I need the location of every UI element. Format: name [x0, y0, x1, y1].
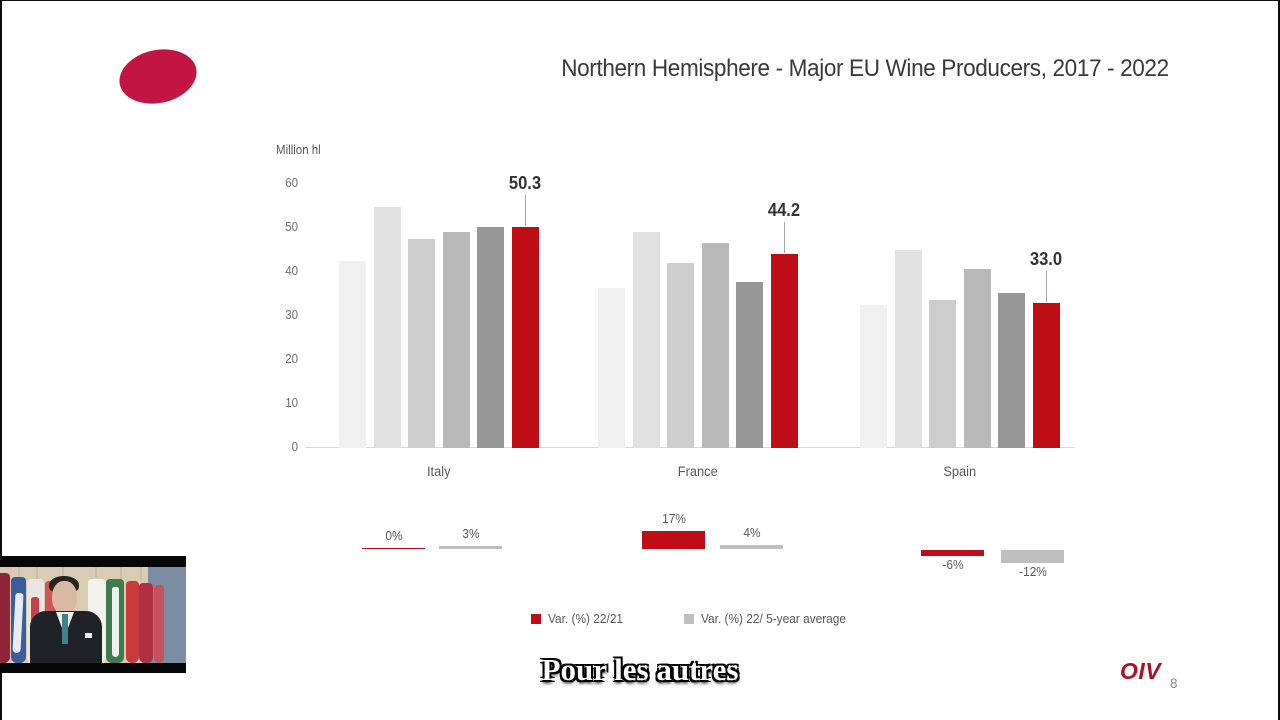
bar-italy-2021 [477, 227, 504, 448]
speaker-video-frame [0, 567, 186, 663]
bar-spain-2017 [860, 305, 887, 448]
y-tick-60: 60 [285, 175, 298, 190]
flag-icon [126, 581, 139, 663]
chart-title: Northern Hemisphere - Major EU Wine Prod… [561, 55, 1169, 82]
variation-label-spain-5yr: -12% [1018, 564, 1047, 579]
legend-item-var-22-21: Var. (%) 22/21 [531, 612, 627, 626]
speaker-video [0, 556, 186, 673]
page-number: 8 [1170, 676, 1178, 691]
category-label-italy: Italy [426, 464, 451, 479]
category-label-france: France [677, 464, 718, 479]
y-tick-0: 0 [291, 439, 298, 454]
bar-spain-2020 [963, 268, 991, 448]
variation-bar-spain-5yr [1001, 550, 1064, 563]
leader-line-italy [524, 194, 526, 226]
y-tick-10: 10 [285, 395, 298, 410]
legend-label: Var. (%) 22/21 [548, 612, 624, 626]
legend-label: Var. (%) 22/ 5-year average [700, 612, 846, 626]
bar-france-2022 [770, 253, 798, 448]
y-tick-50: 50 [285, 219, 298, 234]
frame-edge-left [0, 0, 2, 720]
bar-france-2021 [736, 281, 763, 448]
flag-pole [18, 567, 20, 581]
flag-icon [154, 585, 164, 663]
pocket-square [85, 633, 92, 638]
chart-legend: Var. (%) 22/21 Var. (%) 22/ 5-year avera… [531, 612, 854, 626]
flag-pole [36, 567, 38, 579]
flag-stripe [112, 587, 119, 657]
variation-label-spain-22-21: -6% [941, 558, 964, 573]
bar-italy-2020 [442, 231, 470, 448]
leader-line-france [783, 221, 785, 253]
video-subtitle: Pour les autres [541, 652, 739, 687]
variation-label-italy-5yr: 3% [461, 526, 480, 541]
flag-pole [62, 567, 64, 577]
bar-italy-2017 [339, 261, 366, 448]
y-tick-40: 40 [285, 263, 298, 278]
bar-italy-2022 [511, 226, 539, 448]
bar-spain-2019 [929, 299, 956, 448]
value-label-france: 44.2 [767, 199, 801, 220]
legend-swatch-red-icon [531, 614, 541, 624]
value-label-italy: 50.3 [508, 172, 542, 193]
frame-edge-right [1278, 0, 1280, 720]
speaker-tie [62, 614, 68, 644]
y-tick-30: 30 [285, 307, 298, 322]
bar-spain-2021 [998, 292, 1025, 448]
bar-france-2017 [598, 287, 625, 448]
legend-swatch-gray-icon [683, 614, 694, 624]
variation-bar-spain-22-21 [921, 550, 984, 557]
legend-item-var-5yr: Var. (%) 22/ 5-year average [683, 612, 854, 626]
y-axis-unit-label: Million hl [276, 143, 321, 157]
category-label-spain: Spain [943, 464, 977, 479]
bar-france-2018 [632, 231, 660, 448]
frame-edge-top [0, 0, 1280, 1]
y-tick-20: 20 [285, 351, 298, 366]
bar-italy-2018 [373, 206, 401, 448]
bar-france-2020 [701, 242, 729, 448]
variation-bar-france-5yr [720, 544, 783, 549]
variation-label-italy-22-21: 0% [384, 528, 403, 543]
flag-pole [140, 567, 142, 581]
speaker-face [52, 581, 77, 614]
variation-label-france-5yr: 4% [742, 525, 761, 540]
flag-pole [95, 567, 97, 577]
variation-label-france-22-21: 17% [661, 512, 686, 527]
bar-spain-2018 [894, 250, 922, 448]
bar-italy-2019 [408, 239, 435, 448]
value-label-spain: 33.0 [1029, 248, 1063, 269]
oiv-logo: OIV [1120, 658, 1162, 684]
flag-icon [0, 573, 10, 663]
variation-bar-italy-5yr [439, 545, 502, 549]
variation-bar-italy-22-21 [362, 547, 425, 549]
variation-bar-france-22-21 [642, 531, 705, 549]
flag-pole [120, 567, 122, 579]
leader-line-spain [1045, 270, 1047, 302]
flag-icon [139, 583, 153, 663]
bar-france-2019 [667, 262, 694, 448]
bar-spain-2022 [1032, 302, 1060, 448]
